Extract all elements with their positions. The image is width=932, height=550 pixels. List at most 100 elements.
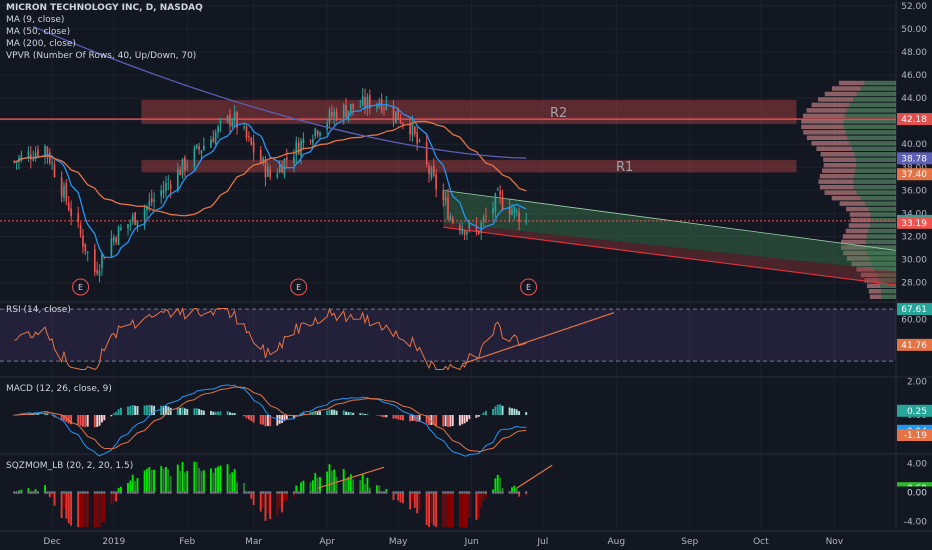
time-tick-label[interactable]: Dec [43,537,60,547]
macd-histogram-bar [383,415,385,418]
candle-body [345,105,347,117]
sqz-dot [219,491,222,494]
sqz-histogram-bar [411,492,414,502]
candle-body [210,139,212,148]
candle-body [319,132,321,136]
time-tick-label[interactable]: Apr [319,537,335,547]
sqz-dot [359,491,362,494]
macd-histogram-bar [425,415,428,424]
candle-body [186,165,189,168]
sqz-dot [167,491,170,494]
sqz-dot [131,491,134,494]
time-tick-label[interactable]: Sep [681,537,698,547]
sqz-dot [309,491,312,494]
rsi-pane[interactable] [0,306,896,371]
time-tick-label[interactable]: 2019 [102,537,125,547]
candle-body [513,207,516,213]
sqz-dot [269,491,272,494]
price-axis[interactable]: 52.0050.0048.0046.0044.0042.0040.0038.00… [897,2,932,528]
legend-ma9[interactable]: MA (9, close) [6,15,65,25]
macd-histogram-bar [70,415,73,425]
sqz-histogram-bar [444,492,447,528]
price-pane[interactable]: R2 R1 E E E [0,25,897,299]
sqz-histogram-bar [231,472,234,493]
macd-pane[interactable] [13,384,528,457]
sqz-dot [352,491,355,494]
price-axis-badge [897,168,932,181]
legend-vpvr[interactable]: VPVR (Number Of Rows, 40, Up/Down, 70) [6,51,197,61]
candle-body [525,220,528,223]
macd-histogram-bar [292,415,295,418]
time-tick-label[interactable]: May [389,537,408,547]
macd-histogram-bar [112,413,115,415]
sqz-dot [295,491,298,494]
legend-ma50[interactable]: MA (50, close) [6,27,71,37]
candle-body [480,222,483,233]
sqz-dot [475,491,478,494]
candle-body [399,119,402,124]
time-tick-label[interactable]: Aug [608,537,626,547]
candle-body [466,231,468,235]
macd-histogram-bar [347,412,350,415]
macd-histogram-bar [226,411,229,415]
candle-body [129,222,132,224]
sqz-label[interactable]: SQZMOM_LB (20, 2, 20, 1.5) [6,461,134,471]
channel-upper-band [443,190,896,272]
sqz-histogram-bar [409,492,412,510]
macd-histogram-bar [214,411,217,415]
sqz-histogram-bar [375,485,378,493]
vpvr-up-bar [869,256,896,261]
sqz-histogram-bar [150,469,153,493]
sqz-histogram-bar [143,470,146,493]
sqz-histogram-bar [193,461,196,493]
sqz-histogram-bar [100,492,103,523]
sqz-dot [345,491,348,494]
vpvr-down-bar [841,245,866,250]
time-tick-label[interactable]: Feb [179,537,195,547]
sqz-dot [335,491,338,494]
earnings-marker-label: E [78,283,83,292]
time-tick-label[interactable]: Oct [753,537,769,547]
sqz-dot [465,491,468,494]
candle-body [475,225,478,231]
sqz-histogram-bar [264,492,267,521]
rsi-label[interactable]: RSI (14, close) [6,305,71,315]
legend-ma200[interactable]: MA (200, close) [6,39,76,49]
macd-histogram-bar [397,415,400,420]
sqz-histogram-bar [44,485,46,493]
time-tick-label[interactable]: Nov [826,537,844,547]
sqz-dot [129,491,132,494]
time-tick-label[interactable]: Jul [536,537,548,547]
sqz-dot [193,491,196,494]
macd-histogram-bar [179,407,182,415]
time-tick-label[interactable]: Mar [245,537,262,547]
sqz-dot [153,491,156,494]
squeeze-momentum-pane[interactable] [13,461,553,528]
sqz-histogram-bar [236,482,238,493]
macd-histogram-bar [378,415,381,416]
candle-body [143,209,146,222]
candle-body [198,146,200,150]
sqz-dot [349,491,352,494]
sqz-dot [508,491,511,494]
vpvr-down-bar [831,86,861,91]
candle-body [442,190,445,200]
time-tick-label[interactable]: Jun [464,537,479,547]
macd-histogram-bar [430,415,433,425]
sqz-dot [515,491,518,494]
vpvr-up-bar [844,113,896,119]
macd-label[interactable]: MACD (12, 26, close, 9) [6,384,112,394]
channel-lower-band [443,222,896,285]
vpvr-down-bar [849,212,871,217]
macd-histogram-bar [198,408,201,415]
candle-body [361,96,364,105]
sqz-dot [65,491,68,494]
sqz-histogram-bar [316,477,319,493]
rsi-tick-label: 60.00 [901,316,927,326]
candle-body [485,215,487,217]
candle-body [492,208,494,214]
symbol-title[interactable]: MICRON TECHNOLOGY INC, D, NASDAQ [6,3,203,13]
time-axis[interactable]: Dec 2019 Feb Mar Apr May Jun Jul Aug Sep Oct Nov [43,537,843,547]
sqz-histogram-bar [103,492,106,523]
